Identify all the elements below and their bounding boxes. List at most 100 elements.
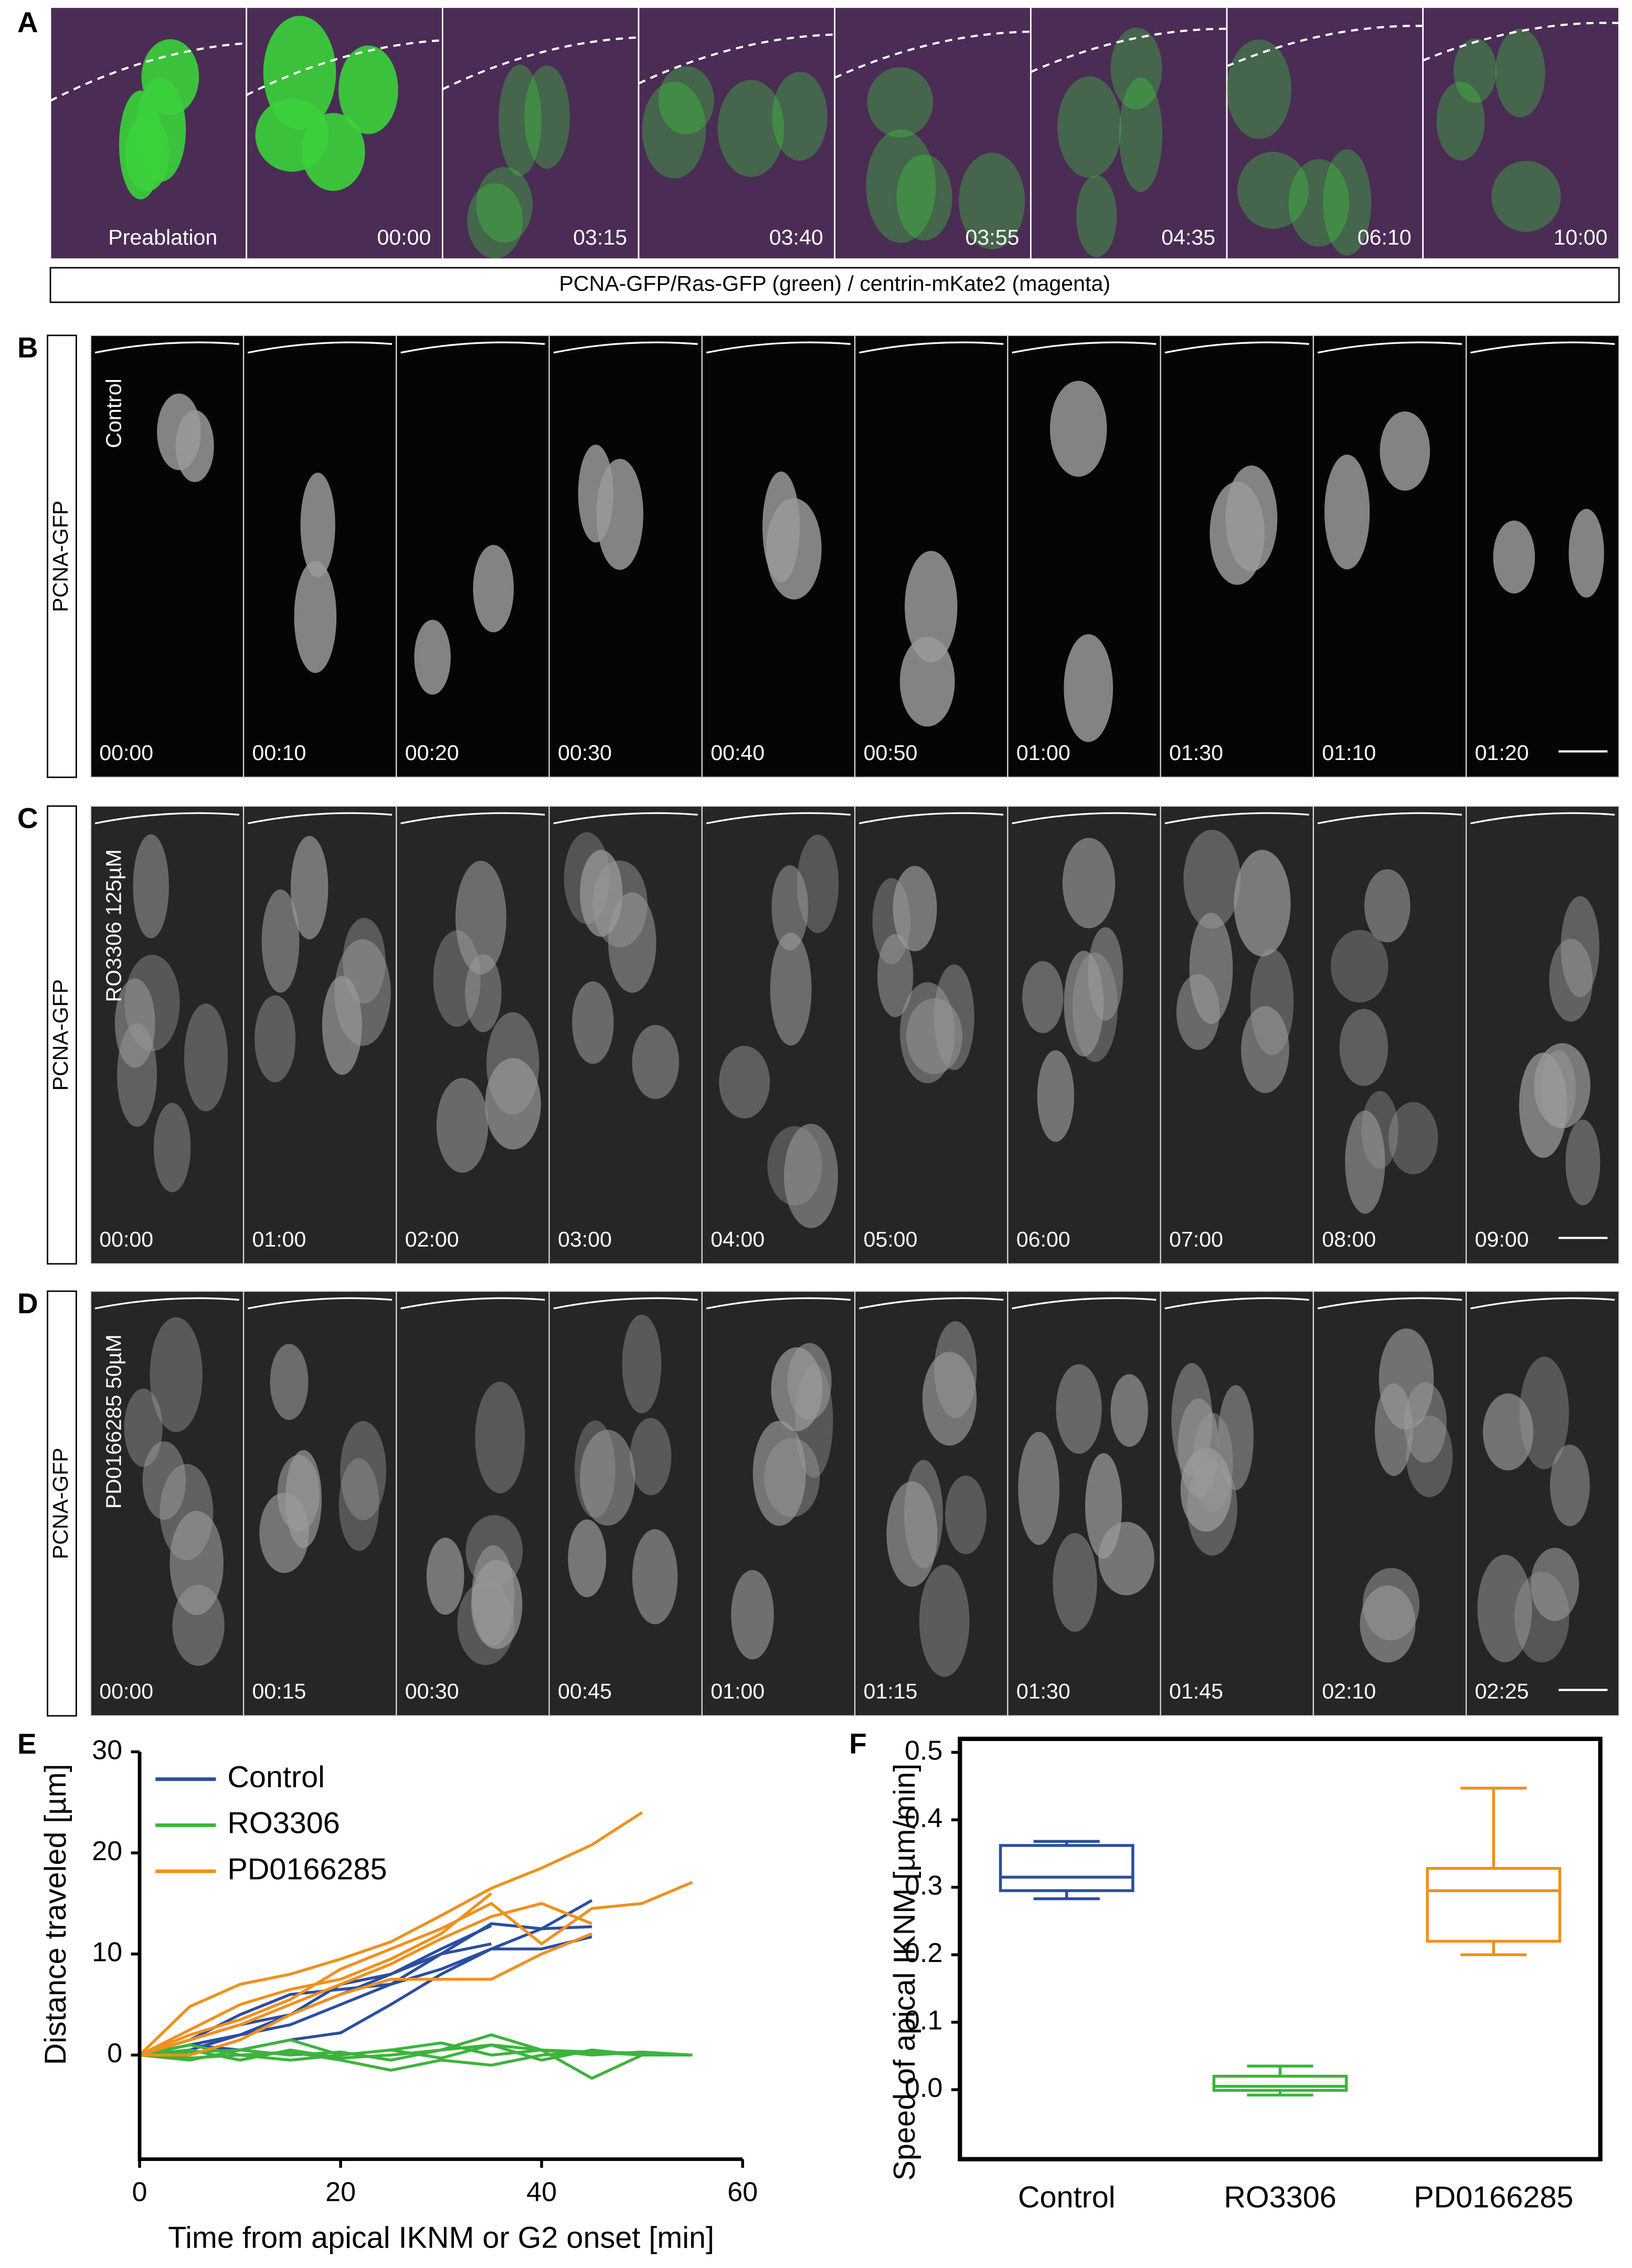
- panel-label: D: [17, 1287, 38, 1320]
- image-frame: [1465, 805, 1620, 1264]
- time-label: 02:00: [405, 1227, 459, 1251]
- nucleus: [1110, 1374, 1148, 1447]
- time-label: 04:00: [711, 1227, 765, 1251]
- time-label: 03:15: [573, 225, 627, 249]
- time-label: 00:40: [711, 741, 765, 765]
- nucleus: [1098, 1522, 1154, 1596]
- y-tick-label: 0.0: [905, 2073, 942, 2103]
- apical-surface: [1164, 812, 1309, 825]
- panel-label: E: [17, 1727, 37, 1760]
- box: [1212, 2074, 1348, 2092]
- time-label: 04:35: [1161, 225, 1215, 249]
- apical-surface: [859, 341, 1004, 354]
- nucleus: [922, 1352, 977, 1446]
- apical-surface: [94, 812, 239, 825]
- apical-surface: [859, 812, 1004, 825]
- apical-surface: [706, 1297, 851, 1310]
- time-label: 00:50: [864, 741, 918, 765]
- axes: [137, 1752, 743, 2161]
- nucleus: [1361, 1091, 1398, 1169]
- nucleus: [1210, 481, 1265, 585]
- nucleus: [259, 1492, 309, 1573]
- time-label: 00:00: [99, 741, 153, 765]
- nucleus: [893, 866, 937, 952]
- nucleus: [622, 1314, 662, 1413]
- cell: [1119, 77, 1163, 192]
- apical-surface: [859, 1297, 1004, 1310]
- cell: [959, 153, 1025, 249]
- apical-surface: [1317, 1297, 1462, 1310]
- track-line: [139, 2038, 693, 2057]
- x-axis-label: Time from apical IKNM or G2 onset [min]: [168, 2221, 714, 2254]
- nucleus: [630, 1418, 672, 1495]
- nucleus: [1493, 520, 1535, 594]
- nucleus: [771, 865, 808, 951]
- nucleus: [1549, 938, 1593, 1022]
- image-frame: [834, 6, 1032, 260]
- apical-surface: [246, 39, 443, 96]
- nucleus: [261, 889, 300, 993]
- caption: PCNA-GFP/Ras-GFP (green) / centrin-mKate…: [559, 271, 1110, 296]
- time-label: 06:00: [1016, 1227, 1071, 1251]
- apical-surface: [1470, 341, 1615, 354]
- time-label: 00:15: [252, 1679, 306, 1703]
- panel-label: F: [849, 1727, 867, 1760]
- side-label-box: [47, 805, 77, 1265]
- track-line: [139, 1811, 643, 2056]
- image-frame: [441, 6, 640, 260]
- nucleus: [255, 995, 296, 1082]
- time-label: 03:55: [965, 225, 1019, 249]
- nucleus: [294, 561, 337, 673]
- apical-surface: [1012, 341, 1157, 354]
- time-label: 05:00: [864, 1227, 918, 1251]
- nucleus: [1037, 1050, 1074, 1142]
- nucleus: [1218, 1385, 1254, 1491]
- nucleus: [300, 472, 335, 577]
- nucleus: [1241, 1006, 1289, 1093]
- time-label: 01:00: [711, 1679, 765, 1703]
- nucleus: [608, 892, 656, 993]
- track-line: [140, 1932, 592, 2057]
- cell: [866, 129, 936, 243]
- time-label: 01:10: [1322, 741, 1376, 765]
- nucleus: [1345, 1110, 1385, 1214]
- nucleus: [1171, 1363, 1213, 1477]
- time-label: 00:30: [558, 741, 612, 765]
- panel-label: A: [17, 6, 38, 38]
- apical-surface: [1226, 25, 1423, 68]
- nucleus: [1064, 634, 1113, 742]
- image-frame: [1030, 6, 1228, 260]
- apical-surface: [553, 812, 698, 825]
- nucleus: [1519, 1052, 1567, 1158]
- image-frame: [396, 334, 550, 778]
- nucleus: [471, 1560, 523, 1649]
- nucleus: [457, 1581, 515, 1665]
- nucleus: [436, 1078, 489, 1173]
- condition-label: PD0166285 50µM: [101, 1334, 125, 1509]
- apical-surface: [94, 1297, 239, 1310]
- time-label: 00:10: [252, 741, 306, 765]
- image-frame: [1422, 6, 1620, 260]
- y-tick-label: 0.4: [905, 1803, 942, 1833]
- apical-surface: [1012, 1297, 1157, 1310]
- nucleus: [899, 636, 955, 727]
- nucleus: [1053, 1533, 1097, 1632]
- time-label: 01:30: [1169, 741, 1223, 765]
- time-label: 00:00: [377, 225, 431, 249]
- nucleus: [1018, 1431, 1059, 1545]
- apical-surface: [1164, 1297, 1309, 1310]
- nucleus: [475, 1381, 525, 1494]
- panel-label: C: [17, 802, 38, 835]
- nucleus: [904, 1460, 943, 1568]
- y-tick-label: 0.5: [905, 1735, 942, 1766]
- image-frame: [1226, 6, 1424, 260]
- legend-label: RO3306: [227, 1807, 340, 1840]
- nucleus: [1477, 1555, 1532, 1662]
- track-line: [139, 1942, 492, 2056]
- apical-surface: [1012, 812, 1157, 825]
- nucleus: [1339, 1009, 1389, 1086]
- side-label: PCNA-GFP: [48, 501, 72, 613]
- apical-surface: [1470, 812, 1615, 825]
- caption-box: [49, 267, 1620, 303]
- nucleus: [1088, 927, 1124, 1021]
